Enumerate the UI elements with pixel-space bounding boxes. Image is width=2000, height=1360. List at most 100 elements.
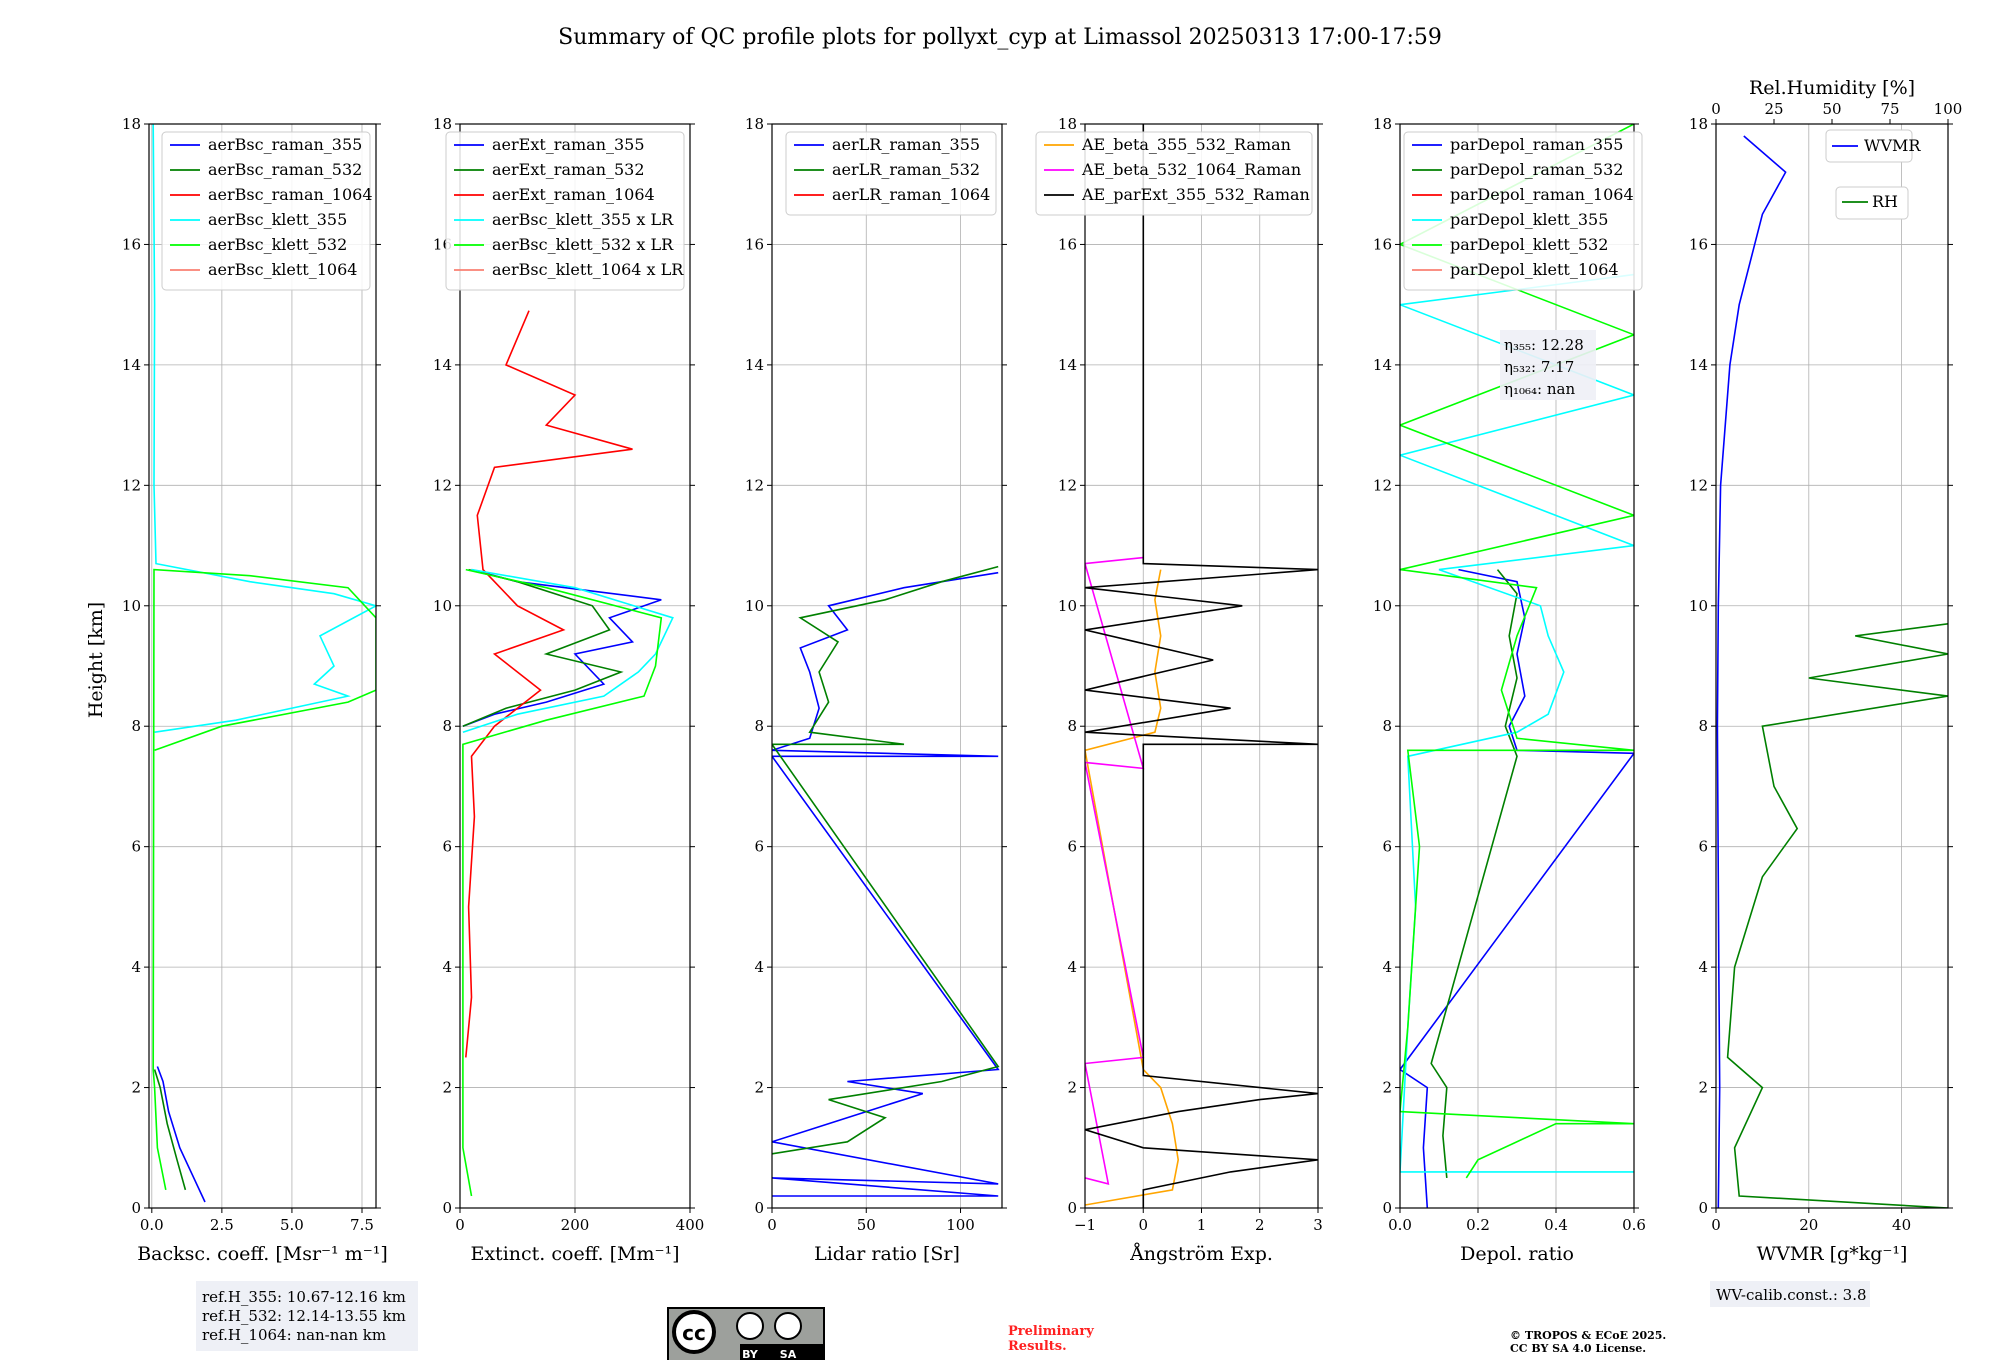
x-tick-label: 0	[455, 1216, 465, 1234]
legend-box	[785, 131, 997, 216]
y-tick-label: 14	[745, 356, 764, 374]
legend-entry: aerBsc_raman_532	[208, 160, 362, 179]
ref-h-box	[196, 1281, 418, 1351]
series-line-parDepol_klett_532	[1400, 124, 1634, 1179]
y-tick-label: 0	[442, 1199, 452, 1217]
ref-h-1064: ref.H_1064: nan-nan km	[202, 1326, 386, 1344]
y-tick-label: 4	[1067, 958, 1077, 976]
y-tick-label: 18	[122, 115, 141, 133]
x-tick-label: 40	[1892, 1216, 1911, 1234]
y-tick-label: 12	[1373, 476, 1392, 494]
series-line-aerBsc_klett_532	[152, 568, 376, 1191]
sa-share-icon	[774, 1312, 802, 1340]
y-tick-label: 6	[1067, 838, 1077, 856]
x-tick-label: 5.0	[280, 1216, 304, 1234]
series-line-aerBsc_klett_532 x LR	[462, 568, 663, 1197]
x-tick-label: 0.4	[1544, 1216, 1568, 1234]
legend-entry: aerExt_raman_1064	[492, 185, 655, 204]
y-tick-label: 10	[1373, 597, 1392, 615]
series-line-AE_parExt_355_532_Raman	[1085, 124, 1318, 1208]
eta-box	[1500, 330, 1596, 400]
x-axis-label: WVMR [g*kg⁻¹]	[1757, 1243, 1908, 1265]
y-tick-label: 8	[442, 717, 452, 735]
legend-entry: parDepol_raman_355	[1450, 135, 1623, 154]
y-tick-label: 8	[1067, 717, 1077, 735]
panel-frame	[1399, 123, 1635, 1209]
x-tick-label: 0	[1711, 1216, 1721, 1234]
legend-entry: aerExt_raman_532	[492, 160, 645, 179]
x-tick-label: −1	[1074, 1216, 1096, 1234]
y-tick-label: 8	[1382, 717, 1392, 735]
legend-entry: parDepol_klett_1064	[1450, 260, 1619, 279]
legend-entry: aerBsc_klett_532 x LR	[492, 235, 674, 254]
x-tick-label: 0.0	[140, 1216, 164, 1234]
panel-1: 0 2 4 6 8 10 12 14 16 18 0.0 2.5 5.0 7.5 Backsc. coeff…	[122, 115, 388, 1265]
cc-license-badge: cc BY SA	[667, 1307, 825, 1360]
figure-title: Summary of QC profile plots for pollyxt_…	[558, 25, 1442, 50]
x-axis-label: Lidar ratio [Sr]	[814, 1243, 960, 1265]
y-tick-label: 18	[1689, 115, 1708, 133]
legend-entry: parDepol_raman_1064	[1450, 185, 1634, 204]
y-tick-label: 2	[131, 1079, 141, 1097]
x2-axis-label: Rel.Humidity [%]	[1749, 77, 1915, 99]
y-tick-label: 2	[1067, 1079, 1077, 1097]
legend-entry: aerBsc_klett_355 x LR	[492, 210, 674, 229]
legend-entry: aerLR_raman_532	[832, 160, 980, 179]
sa-label: SA	[780, 1348, 797, 1360]
y-tick-label: 0	[1698, 1199, 1708, 1217]
legend-box	[1403, 131, 1643, 291]
legend-entry: aerLR_raman_355	[832, 135, 980, 154]
wv-calib-box	[1710, 1281, 1870, 1307]
legend-entry: aerBsc_klett_1064	[208, 260, 357, 279]
y-tick-label: 2	[754, 1079, 764, 1097]
legend-entry: parDepol_raman_532	[1450, 160, 1623, 179]
y-tick-label: 4	[1382, 958, 1392, 976]
series-line-parDepol_klett_355	[1400, 273, 1634, 1173]
series-line-aerBsc_raman_355	[156, 1066, 206, 1203]
x-axis-label: Ångström Exp.	[1129, 1243, 1273, 1265]
series-line-aerExt_raman_1064	[465, 310, 633, 1058]
x-tick-label: 1	[1197, 1216, 1207, 1234]
y-tick-label: 0	[754, 1199, 764, 1217]
y-tick-label: 6	[131, 838, 141, 856]
y-tick-label: 0	[1382, 1199, 1392, 1217]
x2-tick-label: 75	[1880, 100, 1899, 118]
x-tick-label: 50	[857, 1216, 876, 1234]
y-tick-label: 14	[1373, 356, 1392, 374]
x-tick-label: 100	[946, 1216, 975, 1234]
x-tick-label: 0.2	[1466, 1216, 1490, 1234]
x-tick-label: 20	[1799, 1216, 1818, 1234]
eta-532: η₅₃₂: 7.17	[1504, 358, 1574, 376]
y-tick-label: 12	[122, 476, 141, 494]
y-tick-label: 8	[131, 717, 141, 735]
panel-frame	[148, 123, 377, 1209]
ref-h-532: ref.H_532: 12.14-13.55 km	[202, 1307, 406, 1325]
y-tick-label: 4	[1698, 958, 1708, 976]
x-tick-label: 7.5	[350, 1216, 374, 1234]
series-line-aerExt_raman_355	[462, 568, 662, 727]
x-axis-label: Extinct. coeff. [Mm⁻¹]	[470, 1243, 679, 1265]
x2-tick-label: 25	[1764, 100, 1783, 118]
series-line-AE_beta_532_1064_Raman	[1085, 556, 1145, 1185]
y-tick-label: 0	[131, 1199, 141, 1217]
y-tick-label: 6	[754, 838, 764, 856]
series-line-WVMR	[1716, 135, 1787, 1208]
y-tick-label: 10	[433, 597, 452, 615]
x-tick-label: 0.6	[1622, 1216, 1646, 1234]
y-tick-label: 4	[131, 958, 141, 976]
legend-entry: aerBsc_raman_1064	[208, 185, 373, 204]
legend-entry: aerExt_raman_355	[492, 135, 645, 154]
preliminary-line-2: Results.	[1008, 1339, 1067, 1354]
x-tick-label: 2.5	[210, 1216, 234, 1234]
legend-entry: AE_beta_355_532_Raman	[1081, 135, 1291, 154]
x-tick-label: 2	[1255, 1216, 1265, 1234]
x-tick-label: 3	[1313, 1216, 1323, 1234]
x2-tick-label: 100	[1934, 100, 1963, 118]
y-tick-label: 8	[754, 717, 764, 735]
ref-h-355: ref.H_355: 10.67-12.16 km	[202, 1288, 406, 1306]
y-tick-label: 18	[433, 115, 452, 133]
y-tick-label: 2	[1698, 1079, 1708, 1097]
x-tick-label: 0	[1138, 1216, 1148, 1234]
